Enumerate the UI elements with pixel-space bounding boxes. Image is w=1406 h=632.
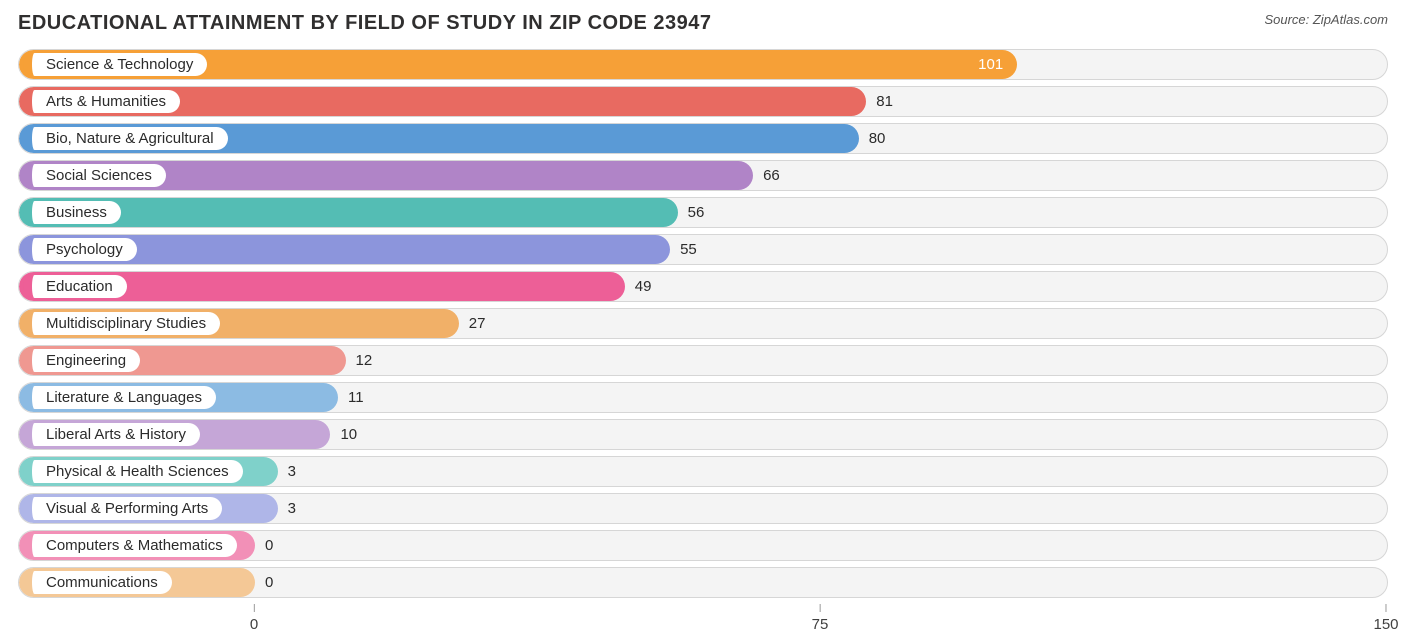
category-label-pill: Psychology [23, 238, 137, 261]
chart-title: EDUCATIONAL ATTAINMENT BY FIELD OF STUDY… [18, 12, 712, 35]
category-label: Computers & Mathematics [46, 537, 223, 554]
bar-row: Multidisciplinary Studies 27 [18, 308, 1388, 339]
category-label: Communications [46, 574, 158, 591]
bar-row: Literature & Languages 11 [18, 382, 1388, 413]
bar-row: Visual & Performing Arts 3 [18, 493, 1388, 524]
value-label: 10 [340, 420, 357, 449]
axis-tick: 0 [250, 604, 258, 632]
category-label: Engineering [46, 352, 126, 369]
bar-row: Engineering 12 [18, 345, 1388, 376]
category-label-pill: Engineering [23, 349, 140, 372]
category-label: Social Sciences [46, 167, 152, 184]
value-label: 80 [869, 124, 886, 153]
chart-area: Science & Technology101 Arts & Humanities… [18, 49, 1388, 598]
value-label: 3 [288, 494, 296, 523]
category-label: Arts & Humanities [46, 93, 166, 110]
category-label: Visual & Performing Arts [46, 500, 208, 517]
axis-tick: 75 [812, 604, 829, 632]
value-label: 66 [763, 161, 780, 190]
bar-row: Liberal Arts & History 10 [18, 419, 1388, 450]
value-label: 55 [680, 235, 697, 264]
category-label-pill: Communications [23, 571, 172, 594]
value-label: 101 [19, 50, 1017, 79]
tick-label: 150 [1373, 616, 1398, 632]
category-label-pill: Literature & Languages [23, 386, 216, 409]
category-label-pill: Bio, Nature & Agricultural [23, 127, 228, 150]
tick-label: 0 [250, 616, 258, 632]
bar-row: Education 49 [18, 271, 1388, 302]
bar-row: Bio, Nature & Agricultural 80 [18, 123, 1388, 154]
category-label-pill: Liberal Arts & History [23, 423, 200, 446]
category-label: Education [46, 278, 113, 295]
chart-header: EDUCATIONAL ATTAINMENT BY FIELD OF STUDY… [18, 12, 1388, 35]
category-label: Literature & Languages [46, 389, 202, 406]
value-label: 12 [356, 346, 373, 375]
bar-row: Computers & Mathematics 0 [18, 530, 1388, 561]
category-label-pill: Education [23, 275, 127, 298]
category-label-pill: Physical & Health Sciences [23, 460, 243, 483]
chart-container: EDUCATIONAL ATTAINMENT BY FIELD OF STUDY… [0, 0, 1406, 632]
tick-line [820, 604, 821, 612]
category-label-pill: Visual & Performing Arts [23, 497, 222, 520]
category-label-pill: Business [23, 201, 121, 224]
category-label: Psychology [46, 241, 123, 258]
bar-row: Business 56 [18, 197, 1388, 228]
category-label: Liberal Arts & History [46, 426, 186, 443]
bar-row: Psychology 55 [18, 234, 1388, 265]
tick-line [254, 604, 255, 612]
category-label-pill: Arts & Humanities [23, 90, 180, 113]
bar-row: Arts & Humanities 81 [18, 86, 1388, 117]
value-label: 27 [469, 309, 486, 338]
axis-tick: 150 [1373, 604, 1398, 632]
x-axis: 075150 [18, 604, 1388, 632]
value-label: 0 [265, 568, 273, 597]
category-label: Multidisciplinary Studies [46, 315, 206, 332]
bar-row: Social Sciences 66 [18, 160, 1388, 191]
chart-source: Source: ZipAtlas.com [1264, 12, 1388, 27]
bar-row: Science & Technology101 [18, 49, 1388, 80]
bar-row: Communications 0 [18, 567, 1388, 598]
category-label: Physical & Health Sciences [46, 463, 229, 480]
tick-label: 75 [812, 616, 829, 632]
value-label: 56 [688, 198, 705, 227]
category-label-pill: Multidisciplinary Studies [23, 312, 220, 335]
value-label: 81 [876, 87, 893, 116]
category-label-pill: Computers & Mathematics [23, 534, 237, 557]
category-label-pill: Social Sciences [23, 164, 166, 187]
category-label: Business [46, 204, 107, 221]
value-label: 49 [635, 272, 652, 301]
value-label: 3 [288, 457, 296, 486]
value-label: 11 [348, 383, 364, 412]
tick-line [1386, 604, 1387, 612]
value-label: 0 [265, 531, 273, 560]
category-label: Bio, Nature & Agricultural [46, 130, 214, 147]
bar-row: Physical & Health Sciences 3 [18, 456, 1388, 487]
